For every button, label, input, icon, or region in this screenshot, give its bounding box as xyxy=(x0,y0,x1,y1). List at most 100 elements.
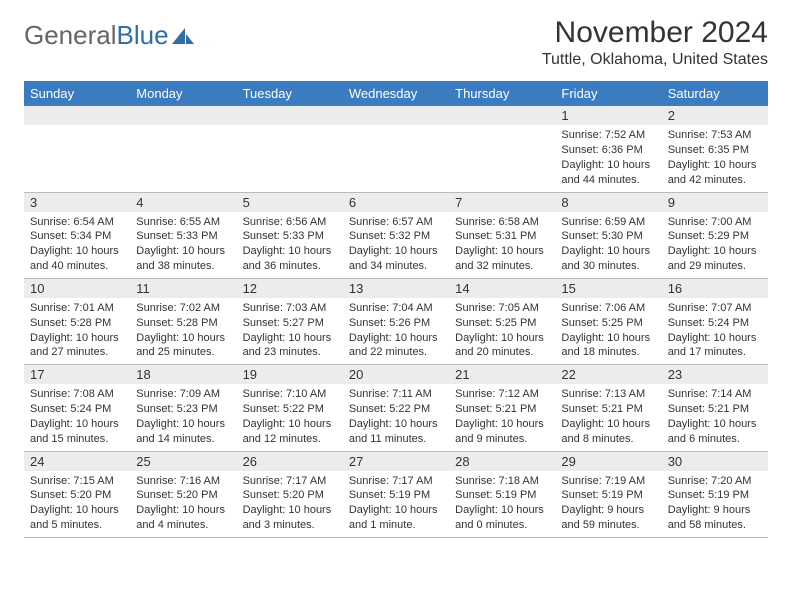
day-details xyxy=(130,125,236,132)
sunset-text: Sunset: 5:27 PM xyxy=(243,316,337,331)
daylight-text: Daylight: 10 hours and 40 minutes. xyxy=(30,244,124,274)
header: GeneralBlue November 2024 Tuttle, Oklaho… xyxy=(24,20,768,69)
calendar-day-cell: 15Sunrise: 7:06 AMSunset: 5:25 PMDayligh… xyxy=(555,278,661,364)
calendar-day-cell: 14Sunrise: 7:05 AMSunset: 5:25 PMDayligh… xyxy=(449,278,555,364)
day-number: 28 xyxy=(449,452,555,471)
sunset-text: Sunset: 5:19 PM xyxy=(668,488,762,503)
sunrise-text: Sunrise: 7:19 AM xyxy=(561,474,655,489)
day-details: Sunrise: 7:17 AMSunset: 5:19 PMDaylight:… xyxy=(343,471,449,537)
logo-sail-icon xyxy=(171,26,197,46)
daylight-text: Daylight: 9 hours and 59 minutes. xyxy=(561,503,655,533)
weekday-header-row: SundayMondayTuesdayWednesdayThursdayFrid… xyxy=(24,81,768,106)
calendar-day-cell: 8Sunrise: 6:59 AMSunset: 5:30 PMDaylight… xyxy=(555,192,661,278)
calendar-day-cell: 17Sunrise: 7:08 AMSunset: 5:24 PMDayligh… xyxy=(24,365,130,451)
sunrise-text: Sunrise: 6:54 AM xyxy=(30,215,124,230)
sunset-text: Sunset: 5:34 PM xyxy=(30,229,124,244)
sunrise-text: Sunrise: 7:17 AM xyxy=(243,474,337,489)
calendar-day-cell: 7Sunrise: 6:58 AMSunset: 5:31 PMDaylight… xyxy=(449,192,555,278)
calendar-day-cell: 11Sunrise: 7:02 AMSunset: 5:28 PMDayligh… xyxy=(130,278,236,364)
daylight-text: Daylight: 10 hours and 11 minutes. xyxy=(349,417,443,447)
day-details: Sunrise: 7:07 AMSunset: 5:24 PMDaylight:… xyxy=(662,298,768,364)
calendar-day-cell: 25Sunrise: 7:16 AMSunset: 5:20 PMDayligh… xyxy=(130,451,236,537)
calendar-day-cell: 10Sunrise: 7:01 AMSunset: 5:28 PMDayligh… xyxy=(24,278,130,364)
day-details xyxy=(449,125,555,132)
day-number xyxy=(343,106,449,125)
calendar-day-cell: 6Sunrise: 6:57 AMSunset: 5:32 PMDaylight… xyxy=(343,192,449,278)
day-number: 3 xyxy=(24,193,130,212)
sunrise-text: Sunrise: 6:55 AM xyxy=(136,215,230,230)
daylight-text: Daylight: 9 hours and 58 minutes. xyxy=(668,503,762,533)
daylight-text: Daylight: 10 hours and 3 minutes. xyxy=(243,503,337,533)
day-number: 18 xyxy=(130,365,236,384)
daylight-text: Daylight: 10 hours and 8 minutes. xyxy=(561,417,655,447)
day-number: 2 xyxy=(662,106,768,125)
calendar-day-cell: 9Sunrise: 7:00 AMSunset: 5:29 PMDaylight… xyxy=(662,192,768,278)
sunrise-text: Sunrise: 7:12 AM xyxy=(455,387,549,402)
logo: GeneralBlue xyxy=(24,20,197,51)
sunrise-text: Sunrise: 7:09 AM xyxy=(136,387,230,402)
sunrise-text: Sunrise: 7:13 AM xyxy=(561,387,655,402)
sunset-text: Sunset: 6:35 PM xyxy=(668,143,762,158)
calendar-day-cell: 26Sunrise: 7:17 AMSunset: 5:20 PMDayligh… xyxy=(237,451,343,537)
daylight-text: Daylight: 10 hours and 32 minutes. xyxy=(455,244,549,274)
sunrise-text: Sunrise: 7:10 AM xyxy=(243,387,337,402)
weekday-header: Sunday xyxy=(24,81,130,106)
sunset-text: Sunset: 5:20 PM xyxy=(30,488,124,503)
day-number: 30 xyxy=(662,452,768,471)
weekday-header: Wednesday xyxy=(343,81,449,106)
calendar-week-row: 17Sunrise: 7:08 AMSunset: 5:24 PMDayligh… xyxy=(24,365,768,451)
day-details: Sunrise: 6:56 AMSunset: 5:33 PMDaylight:… xyxy=(237,212,343,278)
sunset-text: Sunset: 5:25 PM xyxy=(561,316,655,331)
day-details: Sunrise: 6:57 AMSunset: 5:32 PMDaylight:… xyxy=(343,212,449,278)
weekday-header: Monday xyxy=(130,81,236,106)
day-details: Sunrise: 7:03 AMSunset: 5:27 PMDaylight:… xyxy=(237,298,343,364)
day-number xyxy=(130,106,236,125)
calendar-day-cell: 18Sunrise: 7:09 AMSunset: 5:23 PMDayligh… xyxy=(130,365,236,451)
sunset-text: Sunset: 5:29 PM xyxy=(668,229,762,244)
day-details: Sunrise: 7:17 AMSunset: 5:20 PMDaylight:… xyxy=(237,471,343,537)
day-details: Sunrise: 7:09 AMSunset: 5:23 PMDaylight:… xyxy=(130,384,236,450)
calendar-day-cell xyxy=(449,106,555,192)
daylight-text: Daylight: 10 hours and 23 minutes. xyxy=(243,331,337,361)
daylight-text: Daylight: 10 hours and 29 minutes. xyxy=(668,244,762,274)
day-number: 11 xyxy=(130,279,236,298)
day-details: Sunrise: 6:55 AMSunset: 5:33 PMDaylight:… xyxy=(130,212,236,278)
sunset-text: Sunset: 5:33 PM xyxy=(136,229,230,244)
sunrise-text: Sunrise: 7:16 AM xyxy=(136,474,230,489)
day-number: 9 xyxy=(662,193,768,212)
sunrise-text: Sunrise: 7:08 AM xyxy=(30,387,124,402)
sunset-text: Sunset: 5:30 PM xyxy=(561,229,655,244)
calendar-body: 1Sunrise: 7:52 AMSunset: 6:36 PMDaylight… xyxy=(24,106,768,538)
calendar-day-cell: 30Sunrise: 7:20 AMSunset: 5:19 PMDayligh… xyxy=(662,451,768,537)
sunset-text: Sunset: 5:28 PM xyxy=(30,316,124,331)
day-number: 4 xyxy=(130,193,236,212)
calendar-day-cell: 1Sunrise: 7:52 AMSunset: 6:36 PMDaylight… xyxy=(555,106,661,192)
sunrise-text: Sunrise: 7:18 AM xyxy=(455,474,549,489)
day-details: Sunrise: 7:06 AMSunset: 5:25 PMDaylight:… xyxy=(555,298,661,364)
day-details: Sunrise: 7:52 AMSunset: 6:36 PMDaylight:… xyxy=(555,125,661,191)
sunrise-text: Sunrise: 7:52 AM xyxy=(561,128,655,143)
day-number: 14 xyxy=(449,279,555,298)
day-number: 7 xyxy=(449,193,555,212)
day-details: Sunrise: 6:54 AMSunset: 5:34 PMDaylight:… xyxy=(24,212,130,278)
sunset-text: Sunset: 5:21 PM xyxy=(455,402,549,417)
day-details: Sunrise: 7:08 AMSunset: 5:24 PMDaylight:… xyxy=(24,384,130,450)
day-number: 12 xyxy=(237,279,343,298)
day-number: 26 xyxy=(237,452,343,471)
sunset-text: Sunset: 5:24 PM xyxy=(668,316,762,331)
calendar-day-cell: 28Sunrise: 7:18 AMSunset: 5:19 PMDayligh… xyxy=(449,451,555,537)
sunset-text: Sunset: 5:22 PM xyxy=(243,402,337,417)
day-number: 16 xyxy=(662,279,768,298)
calendar-day-cell xyxy=(237,106,343,192)
day-number: 6 xyxy=(343,193,449,212)
calendar-week-row: 1Sunrise: 7:52 AMSunset: 6:36 PMDaylight… xyxy=(24,106,768,192)
sunset-text: Sunset: 5:19 PM xyxy=(455,488,549,503)
sunrise-text: Sunrise: 7:17 AM xyxy=(349,474,443,489)
sunrise-text: Sunrise: 7:01 AM xyxy=(30,301,124,316)
daylight-text: Daylight: 10 hours and 27 minutes. xyxy=(30,331,124,361)
day-details xyxy=(237,125,343,132)
day-details: Sunrise: 7:01 AMSunset: 5:28 PMDaylight:… xyxy=(24,298,130,364)
sunrise-text: Sunrise: 7:14 AM xyxy=(668,387,762,402)
day-details: Sunrise: 7:53 AMSunset: 6:35 PMDaylight:… xyxy=(662,125,768,191)
day-details: Sunrise: 7:10 AMSunset: 5:22 PMDaylight:… xyxy=(237,384,343,450)
